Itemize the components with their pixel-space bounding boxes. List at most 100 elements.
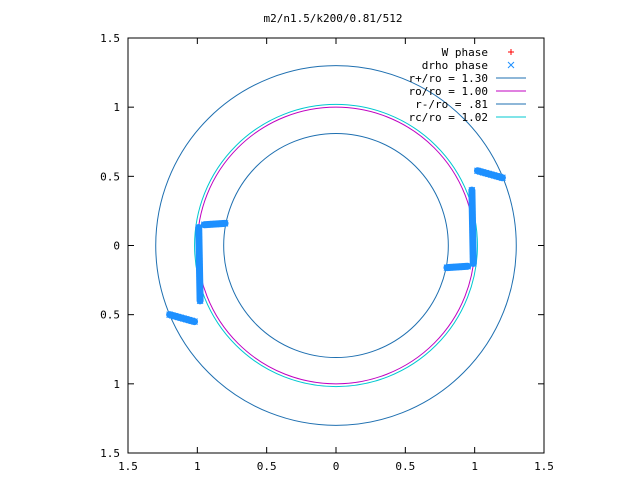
legend-label: r-/ro = .81 [415,98,488,111]
drho-phase-point [469,247,477,255]
legend-label: r+/ro = 1.30 [409,72,488,85]
drho-phase-point [195,230,203,237]
drho-phase-point [469,235,477,243]
x-tick-label: 1.5 [118,460,138,473]
drho-phase-point [469,238,477,246]
drho-phase-point [215,220,223,228]
circle-r-ro-1-30 [155,65,517,426]
drho-phase-point [196,279,204,286]
drho-phase-point [468,189,476,197]
drho-phase-point [203,221,211,228]
drho-phase-point [469,226,476,234]
drho-phase-point [196,297,204,305]
drho-phase-point [195,236,203,244]
legend-label: ro/ro = 1.00 [409,85,488,98]
ticks-layer: 1.5 1 0.5 0 0.5 1 1.51.510.500.511.5 [100,32,554,473]
drho-phase-point [469,229,477,237]
drho-phase-point [206,221,214,228]
circle-ro-ro-1-00 [196,106,476,385]
y-tick-label: 0.5 [100,170,120,183]
drho-phase-point [468,195,476,203]
y-tick-label: 1.5 [100,32,120,45]
drho-phase-point [196,288,204,296]
drho-phase-point [461,263,469,270]
x-tick-label: 1 [194,460,201,473]
drho-phase-point [469,211,476,218]
drho-phase-point [468,208,476,215]
drho-phase-point [469,244,477,252]
circle-rc-ro-1-02 [194,103,478,388]
drho-phase-point [196,260,203,268]
drho-phase-point [209,220,217,228]
drho-phase-point [446,264,454,271]
y-tick-label: 0 [113,240,120,253]
drho-phase-point [469,214,476,222]
drho-phase-point [468,199,476,206]
drho-phase-point [196,291,204,299]
drho-phase-point [474,167,481,175]
drho-phase-point [196,294,204,302]
legend-label: drho phase [422,59,488,72]
drho-phase-point [195,242,203,250]
drho-phase-point [468,205,476,212]
x-tick-label: 1 [471,460,478,473]
drho-phase-point [196,263,203,271]
drho-phase-point [443,264,451,271]
drho-phase-point [196,285,204,292]
chart-title: m2/n1.5/k200/0.81/512 [263,12,402,25]
y-tick-label: 1.5 [100,447,120,460]
drho-phase-point [469,223,476,231]
legend-symbol-cross [507,61,515,69]
y-tick-label: 0.5 [100,309,120,322]
drho-phase-point [195,245,203,253]
drho-phase-point [458,263,466,270]
drho-phase-point [455,263,463,271]
drho-phase-point [196,257,203,265]
drho-phase-point [469,254,477,261]
x-tick-label: 0 [333,460,340,473]
drho-phase-point [195,251,203,259]
drho-phase-point [464,262,472,270]
drho-phase-point [469,220,476,228]
x-tick-label: 0.5 [257,460,277,473]
drho-phase-point [196,282,204,289]
drho-phase-point [191,318,198,325]
drho-phase-point [469,232,477,240]
drho-phase-point [468,186,476,194]
x-tick-label: 1.5 [534,460,554,473]
drho-phase-point [452,263,460,271]
x-tick-label: 0.5 [395,460,415,473]
drho-phase-point [469,250,477,258]
points-layer [166,167,506,326]
drho-phase-point [469,217,476,225]
drho-phase-point [195,248,203,256]
drho-phase-point [469,241,477,249]
drho-phase-segment [473,167,506,182]
drho-phase-point [195,233,203,241]
y-tick-label: 1 [113,101,120,114]
drho-phase-point [195,224,203,231]
legend-symbol-plus [508,49,514,55]
drho-phase-point [212,220,220,228]
drho-phase-point [469,260,477,267]
drho-phase-segment [166,311,199,326]
drho-phase-point [221,220,229,227]
legend-label: rc/ro = 1.02 [409,111,488,124]
drho-phase-point [468,202,476,209]
drho-phase-point [469,257,477,264]
drho-phase-point [468,192,476,200]
drho-phase-point [196,269,203,277]
drho-phase-point [218,220,226,227]
drho-phase-point [196,276,204,283]
drho-phase-point [449,263,457,271]
drho-phase-point [196,273,203,280]
legend-label: W phase [442,46,488,59]
drho-phase-point [195,254,203,262]
drho-phase-point [200,221,208,229]
y-tick-label: 1 [113,378,120,391]
circle-r-ro-81 [223,132,449,359]
drho-phase-point [195,239,203,247]
drho-phase-point [196,266,203,274]
